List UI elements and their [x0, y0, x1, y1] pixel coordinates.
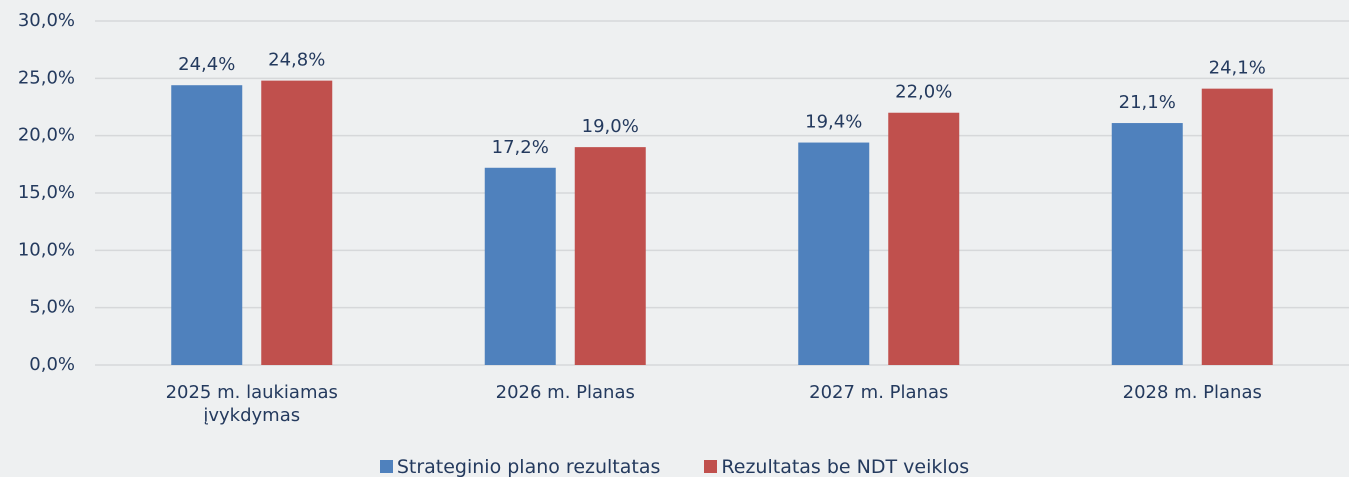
- y-tick-label: 0,0%: [29, 354, 75, 375]
- bar: [484, 167, 556, 365]
- data-label: 24,4%: [178, 54, 235, 75]
- bar: [261, 80, 333, 366]
- x-tick-label: 2026 m. Planas: [495, 382, 635, 403]
- data-label: 17,2%: [492, 137, 549, 158]
- data-label: 24,8%: [268, 50, 325, 71]
- bar: [798, 142, 870, 365]
- y-tick-label: 30,0%: [18, 10, 75, 31]
- x-tick-label: 2025 m. laukiamas įvykdymas: [165, 382, 338, 426]
- legend: Strateginio plano rezultatas Rezultatas b…: [0, 456, 1349, 477]
- x-tick-label: 2027 m. Planas: [809, 382, 949, 403]
- y-tick-label: 10,0%: [18, 239, 75, 260]
- bar: [1201, 88, 1273, 366]
- data-label: 22,0%: [895, 82, 952, 103]
- bar: [1111, 123, 1183, 365]
- legend-item: Strateginio plano rezultatas: [379, 456, 661, 477]
- bar: [888, 112, 960, 365]
- bar: [574, 147, 646, 365]
- data-label: 19,0%: [582, 116, 639, 137]
- y-tick-label: 5,0%: [29, 297, 75, 318]
- data-label: 19,4%: [805, 112, 862, 133]
- legend-label: Rezultatas be NDT veiklos: [721, 456, 970, 477]
- data-label: 21,1%: [1119, 92, 1176, 113]
- data-label: 24,1%: [1209, 58, 1266, 79]
- y-tick-label: 20,0%: [18, 125, 75, 146]
- legend-swatch: [704, 460, 718, 473]
- bar: [171, 85, 243, 366]
- y-tick-label: 15,0%: [18, 182, 75, 203]
- y-tick-label: 25,0%: [18, 67, 75, 88]
- legend-label: Strateginio plano rezultatas: [396, 456, 661, 477]
- x-tick-label: 2028 m. Planas: [1122, 382, 1262, 403]
- legend-swatch: [379, 460, 393, 473]
- legend-item: Rezultatas be NDT veiklos: [704, 456, 969, 477]
